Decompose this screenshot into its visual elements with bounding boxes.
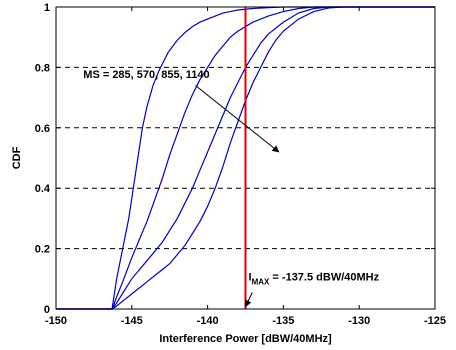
imax-label-main: I xyxy=(249,271,252,283)
cdf-series-line-3 xyxy=(56,6,435,310)
ms-annotation-label: MS = 285, 570, 855, 1140 xyxy=(83,69,209,81)
y-tick-label-4: 0.8 xyxy=(35,62,50,74)
cdf-series-line-4 xyxy=(56,6,435,310)
y-tick-label-1: 0.2 xyxy=(35,244,50,256)
y-axis-label: CDF xyxy=(11,146,23,169)
x-tick-label-5: -125 xyxy=(424,315,446,327)
y-tick-label-0: 0 xyxy=(44,304,50,316)
ms-annotation-arrow xyxy=(195,85,280,153)
y-tick-label-3: 0.6 xyxy=(35,123,50,135)
cdf-series xyxy=(56,6,435,310)
annotations: MS = 285, 570, 855, 1140 IMAX = -137.5 dB… xyxy=(83,69,380,308)
x-tick-label-0: -150 xyxy=(45,315,67,327)
cdf-series-line-1 xyxy=(56,6,435,310)
cdf-series-line-2 xyxy=(56,6,435,310)
x-tick-label-3: -135 xyxy=(272,315,294,327)
plot-frame xyxy=(55,6,436,310)
x-axis-label: Interference Power [dBW/40MHz] xyxy=(159,333,332,345)
imax-label-value: = -137.5 dBW/40MHz xyxy=(269,271,379,283)
x-tick-label-1: -145 xyxy=(121,315,143,327)
imax-annotation-label: IMAX = -137.5 dBW/40MHz xyxy=(249,271,380,286)
axis-ticks: -150 -145 -140 -135 -130 -125 0 0.2 0.4 0.6 0.8 1 xyxy=(35,2,446,327)
imax-annotation-arrow xyxy=(245,292,253,308)
imax-label-subscript: MAX xyxy=(252,277,270,286)
y-tick-label-2: 0.4 xyxy=(35,183,51,195)
y-tick-label-5: 1 xyxy=(44,2,50,14)
x-tick-label-4: -130 xyxy=(348,315,370,327)
x-tick-label-2: -140 xyxy=(197,315,219,327)
